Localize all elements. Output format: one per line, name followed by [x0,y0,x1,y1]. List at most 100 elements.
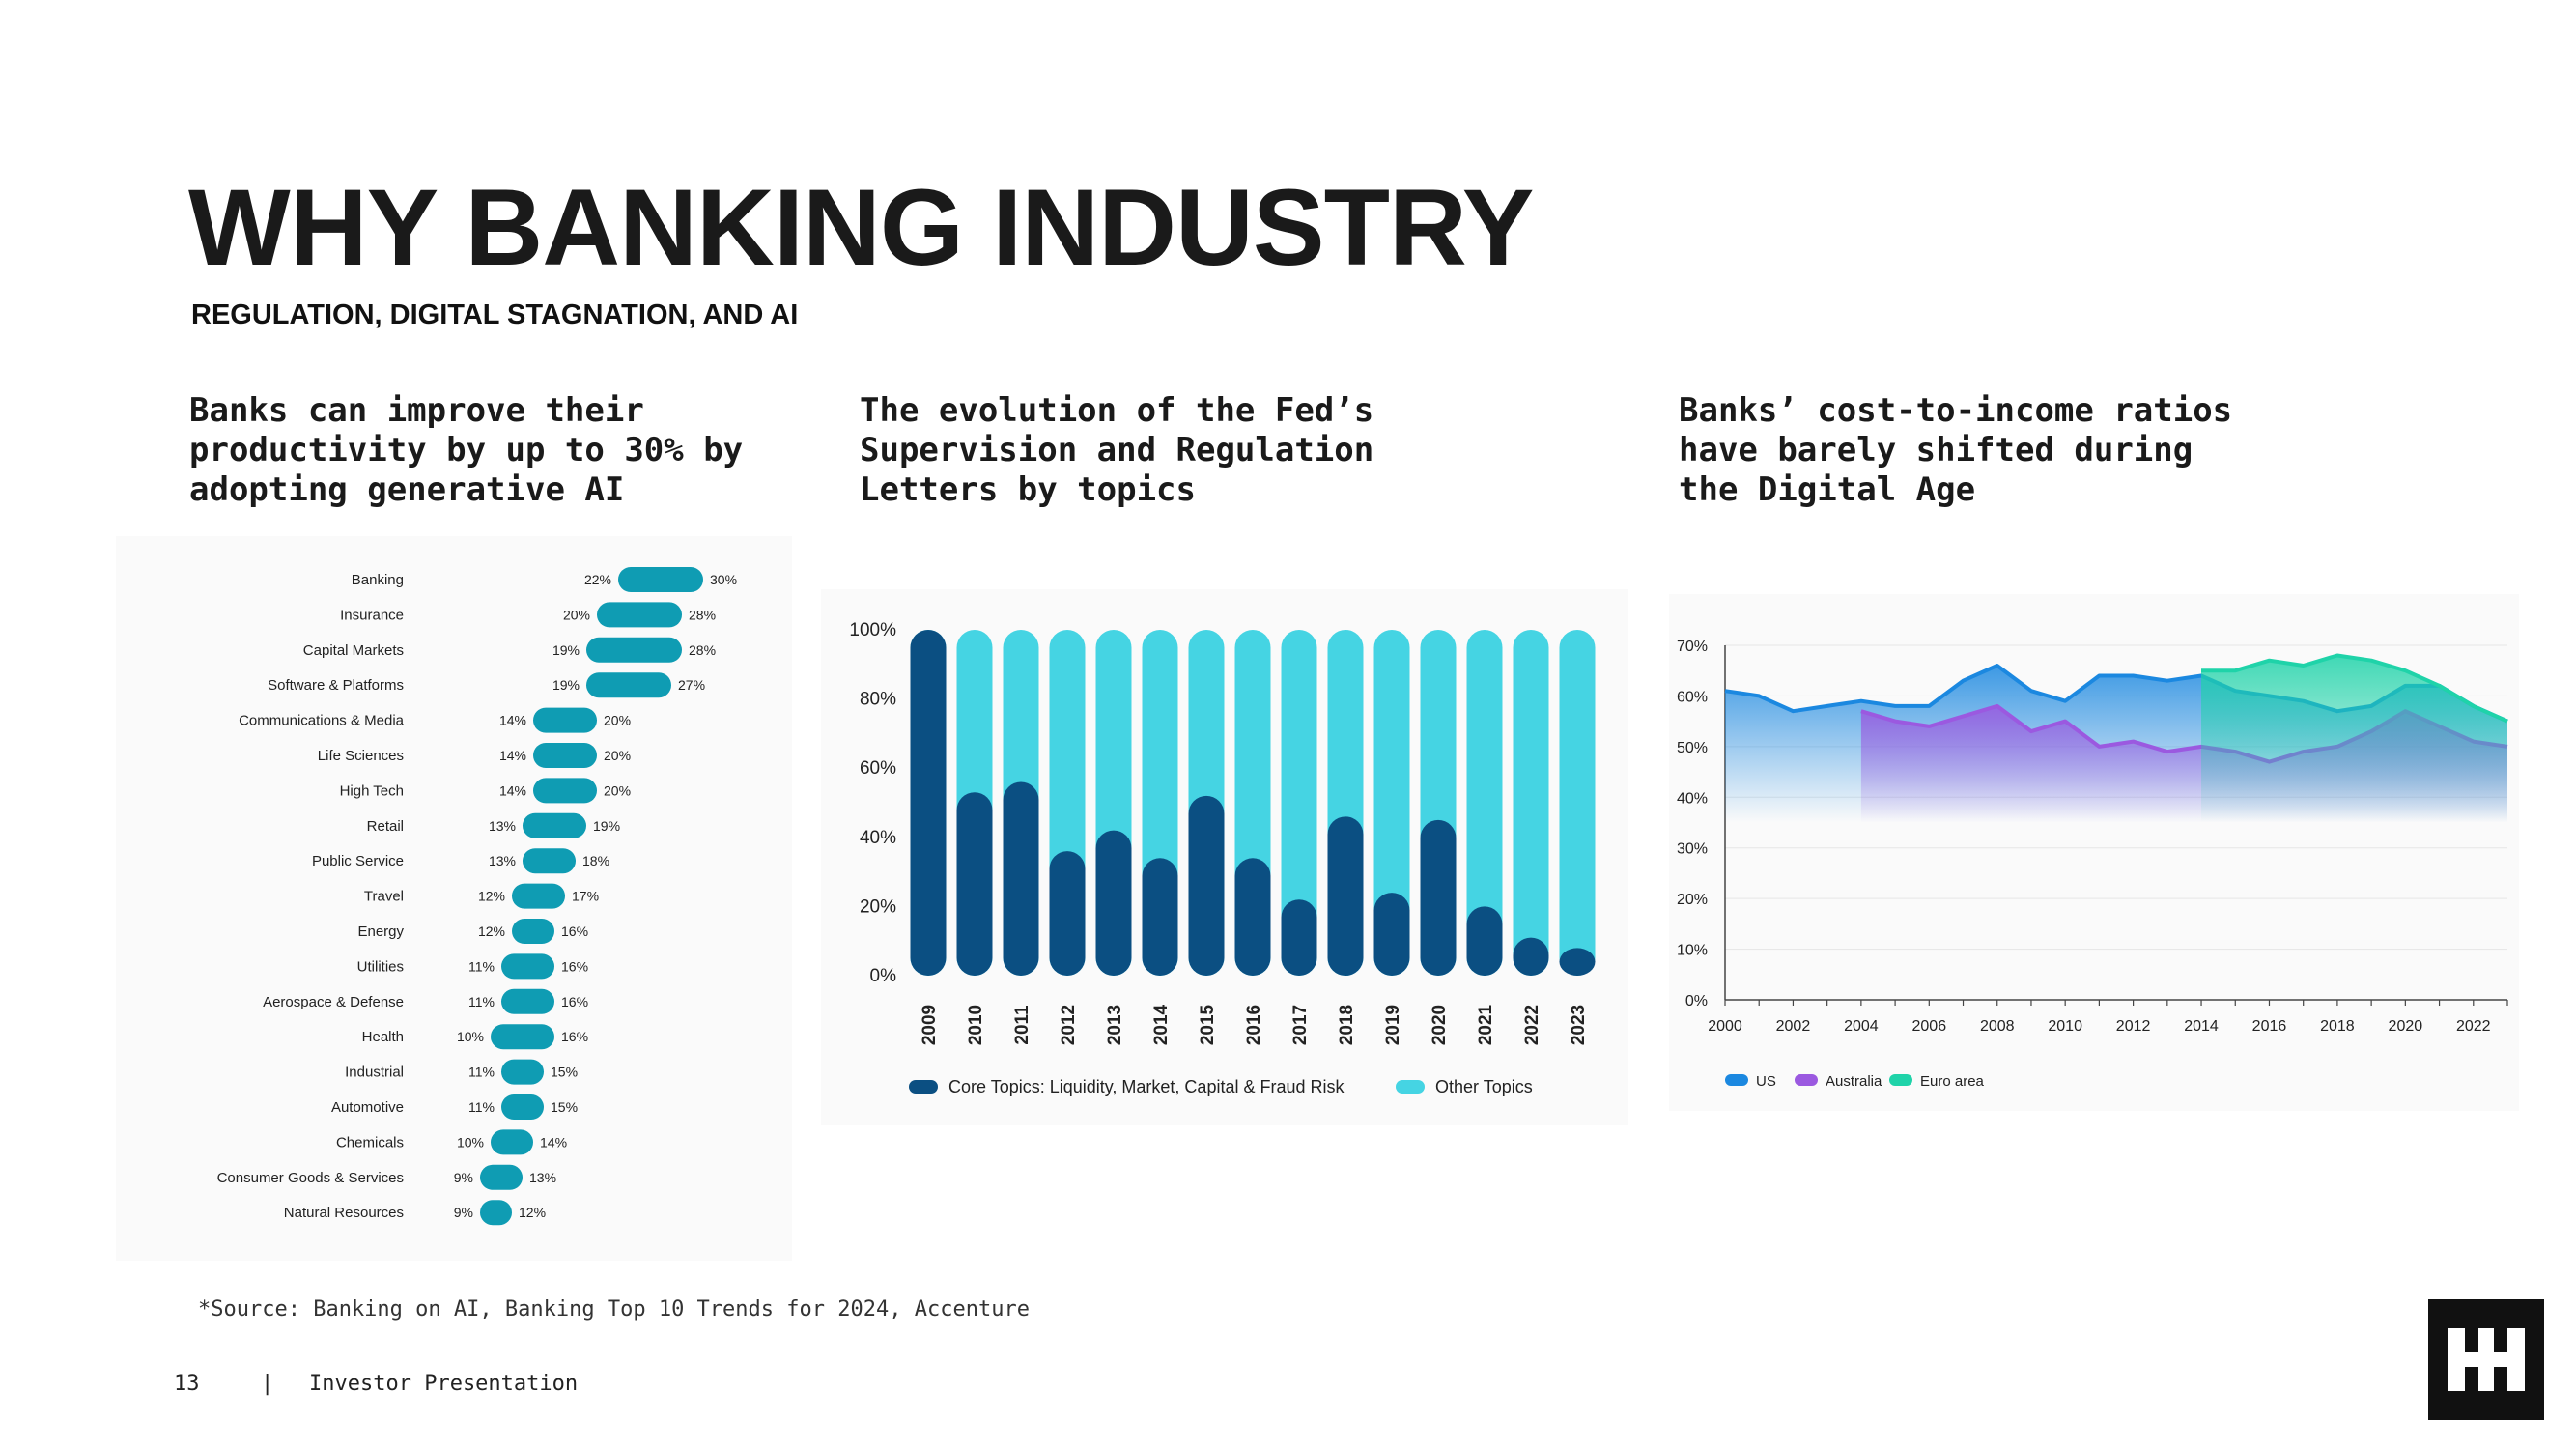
high-value-label: 20% [604,713,631,728]
x-tick-label: 2023 [1569,1005,1589,1045]
high-value-label: 20% [604,782,631,798]
low-value-label: 14% [499,748,526,763]
panel-1-title-line: adopting generative AI [189,470,625,509]
core-topics-bar [1095,830,1132,976]
y-tick-label: 80% [860,690,896,710]
legend-swatch [1795,1074,1818,1086]
category-label: Communications & Media [239,713,405,729]
low-value-label: 10% [457,1134,484,1150]
high-value-label: 28% [689,607,716,622]
x-tick-label: 2018 [1337,1005,1357,1045]
core-topics-bar [1234,858,1271,976]
low-value-label: 20% [563,607,590,622]
other-topics-bar [1373,630,1410,976]
legend-label-other: Other Topics [1435,1077,1533,1096]
category-label: Natural Resources [284,1205,404,1221]
legend-label: US [1756,1073,1776,1090]
low-value-label: 11% [468,1065,495,1080]
legend-swatch [1725,1074,1748,1086]
category-label: Automotive [331,1099,404,1116]
high-value-label: 14% [540,1134,567,1150]
category-label: Life Sciences [318,748,404,764]
category-label: Insurance [340,607,404,623]
range-bar [491,1024,554,1050]
high-value-label: 16% [561,1029,588,1044]
category-label: Utilities [357,958,404,975]
page-subtitle: REGULATION, DIGITAL STAGNATION, AND AI [191,299,799,330]
low-value-label: 9% [454,1170,473,1185]
low-value-label: 12% [478,923,505,939]
series-area [2201,655,2507,823]
y-tick-label: 0% [870,966,897,986]
panel-3-title-line: have barely shifted during [1679,431,2194,469]
high-value-label: 28% [689,642,716,658]
range-bar [501,953,554,980]
y-tick-label: 40% [1677,790,1708,807]
productivity-chart-panel: Banking 22% 30% Insurance 20% 28% Capital Mark… [116,536,792,1261]
legend-swatch-other [1396,1080,1425,1094]
low-value-label: 11% [468,1099,495,1115]
legend-swatch [1889,1074,1912,1086]
high-value-label: 17% [572,889,599,904]
range-bar [480,1164,523,1190]
range-bar [597,602,682,628]
x-tick-label: 2014 [2184,1018,2219,1035]
low-value-label: 13% [489,818,516,834]
y-tick-label: 60% [1677,689,1708,705]
high-value-label: 16% [561,994,588,1009]
x-tick-label: 2010 [966,1005,986,1045]
page-title: WHY BANKING INDUSTRY [188,167,1534,288]
core-topics-bar [1420,819,1457,976]
footer-label: Investor Presentation [309,1372,579,1396]
x-tick-label: 2014 [1151,1004,1172,1045]
core-topics-bar [1466,906,1503,976]
low-value-label: 19% [552,677,580,693]
range-bar [586,637,682,663]
high-value-label: 20% [604,748,631,763]
range-bar [523,848,576,874]
low-value-label: 14% [499,782,526,798]
legend-label: Australia [1826,1073,1882,1090]
high-value-label: 12% [519,1205,546,1220]
low-value-label: 11% [468,958,495,974]
cost-income-chart-panel: 0% 10% 20% 30% 40% 50% 60% 70% 2000 2002 2004 2006 2… [1669,594,2519,1111]
category-label: Energy [357,923,404,940]
high-value-label: 16% [561,923,588,939]
panel-2-title-line: Supervision and Regulation [860,431,1374,469]
panel-1-title-line: Banks can improve their [189,391,644,430]
low-value-label: 11% [468,994,495,1009]
x-tick-label: 2002 [1776,1018,1811,1035]
x-tick-label: 2019 [1383,1005,1403,1045]
x-tick-label: 2006 [1912,1018,1947,1035]
core-topics-bar [1559,948,1596,976]
x-tick-label: 2004 [1844,1018,1879,1035]
category-label: Chemicals [336,1134,404,1151]
core-topics-bar [1281,899,1317,976]
other-topics-bar [1466,630,1503,976]
low-value-label: 14% [499,713,526,728]
y-tick-label: 10% [1677,943,1708,959]
range-bar [501,988,554,1014]
range-bar [501,1094,544,1120]
category-label: Capital Markets [303,642,404,659]
y-tick-label: 100% [849,620,896,640]
category-label: Public Service [312,853,404,869]
x-tick-label: 2012 [1059,1005,1079,1045]
range-bar [491,1129,533,1155]
x-tick-label: 2020 [1430,1005,1450,1045]
core-topics-bar [1188,795,1225,976]
legend-swatch-core [909,1080,938,1094]
panel-1-title: Banks can improve their productivity by … [189,391,743,510]
low-value-label: 12% [478,889,505,904]
x-tick-label: 2022 [2456,1018,2491,1035]
series-line [2201,653,2508,724]
low-value-label: 10% [457,1029,484,1044]
core-topics-bar [1373,893,1410,976]
panel-3-title-line: Banks’ cost-to-income ratios [1679,391,2233,430]
core-topics-bar [910,630,947,976]
x-tick-label: 2017 [1290,1005,1311,1045]
x-tick-label: 2010 [2048,1018,2082,1035]
core-topics-bar [1003,781,1039,976]
high-value-label: 19% [593,818,620,834]
range-bar [618,567,703,592]
